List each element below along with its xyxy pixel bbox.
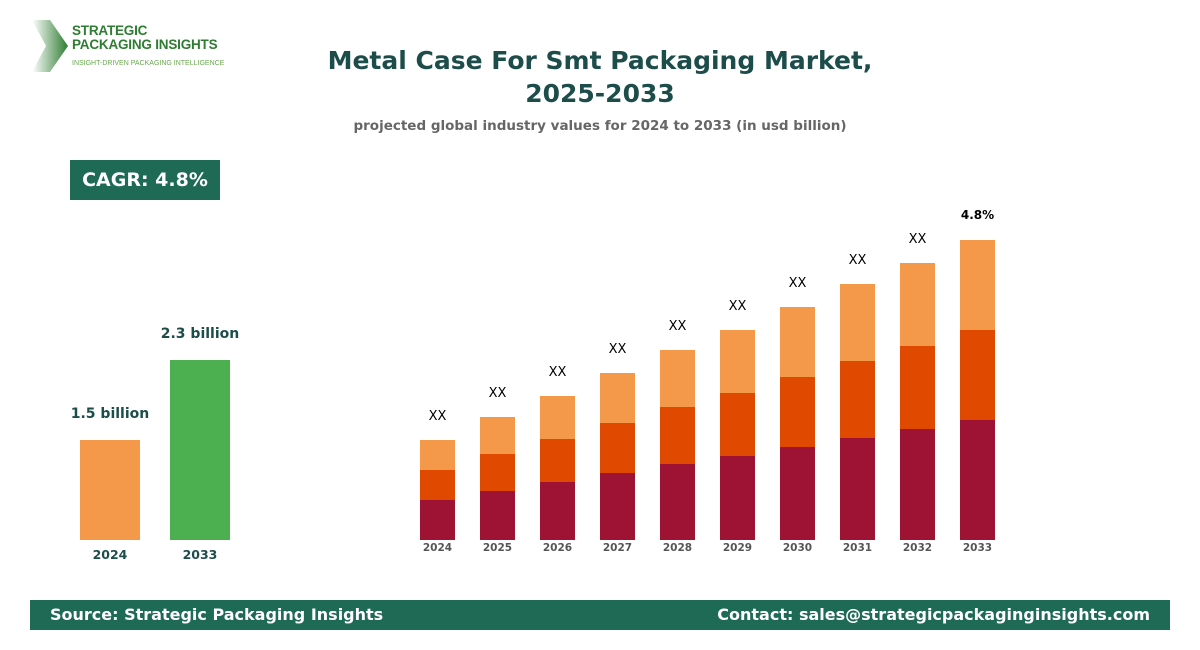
- bar-segment-2032-0: [900, 429, 935, 540]
- bar-segment-2032-2: [900, 263, 935, 346]
- bar-segment-2031-0: [840, 438, 875, 540]
- bar-segment-2031-2: [840, 284, 875, 361]
- data-label: XX: [729, 299, 747, 314]
- x-tick-label: 2030: [783, 542, 812, 554]
- x-tick-label: 2028: [663, 542, 692, 554]
- bar-segment-2027-1: [600, 423, 635, 473]
- data-label: 4.8%: [961, 208, 994, 222]
- x-tick-label: 2024: [423, 542, 452, 554]
- summary-bar-2024: [80, 440, 140, 540]
- bar-segment-2024-1: [420, 470, 455, 500]
- title-line-1: Metal Case For Smt Packaging Market,: [327, 46, 873, 75]
- summary-year-label: 2024: [92, 547, 128, 562]
- cagr-badge: CAGR: 4.8%: [70, 160, 220, 200]
- bar-segment-2025-1: [480, 454, 515, 491]
- summary-data-label: 1.5 billion: [70, 406, 150, 422]
- x-tick-label: 2027: [603, 542, 632, 554]
- data-label: XX: [789, 276, 807, 291]
- bar-segment-2031-1: [840, 361, 875, 438]
- source-text: Source: Strategic Packaging Insights: [50, 605, 384, 624]
- x-tick-label: 2032: [903, 542, 932, 554]
- bar-segment-2029-1: [720, 393, 755, 456]
- data-label: XX: [669, 319, 687, 334]
- bar-segment-2032-1: [900, 346, 935, 429]
- x-tick-label: 2029: [723, 542, 752, 554]
- stacked-bar-chart: XX 2024 XX 2025 XX 2026 XX 2027 XX 2028 XX 2029 XX 20…: [420, 208, 995, 554]
- contact-text: Contact: sales@strategicpackaginginsight…: [717, 605, 1150, 624]
- bar-segment-2026-2: [540, 396, 575, 439]
- data-label: XX: [429, 409, 447, 424]
- bar-segment-2030-2: [780, 307, 815, 377]
- subtitle: projected global industry values for 202…: [353, 118, 847, 134]
- bar-segment-2027-0: [600, 473, 635, 540]
- bar-segment-2028-1: [660, 407, 695, 464]
- footer-bar: Source: Strategic Packaging Insights Con…: [30, 600, 1170, 630]
- page-title: Metal Case For Smt Packaging Market, 202…: [300, 44, 900, 110]
- data-label: XX: [609, 342, 627, 357]
- x-tick-label: 2026: [543, 542, 572, 554]
- bar-segment-2029-2: [720, 330, 755, 393]
- logo-tagline: INSIGHT-DRIVEN PACKAGING INTELLIGENCE: [72, 60, 225, 67]
- logo-text: PACKAGING INSIGHTS: [72, 37, 218, 52]
- summary-year-label: 2033: [182, 547, 218, 562]
- bar-segment-2033-2: [960, 240, 995, 330]
- bar-segment-2033-1: [960, 330, 995, 420]
- bar-segment-2028-2: [660, 350, 695, 407]
- data-label: XX: [909, 232, 927, 247]
- bar-segment-2024-0: [420, 500, 455, 540]
- title-line-2: 2025-2033: [525, 79, 675, 108]
- logo-text: STRATEGIC: [72, 23, 148, 38]
- bar-segment-2033-0: [960, 420, 995, 540]
- logo-chevron-icon: [32, 20, 68, 72]
- bar-segment-2025-0: [480, 491, 515, 540]
- data-label: XX: [849, 253, 867, 268]
- bar-segment-2027-2: [600, 373, 635, 423]
- x-tick-label: 2031: [843, 542, 872, 554]
- bar-segment-2030-0: [780, 447, 815, 540]
- bar-segment-2025-2: [480, 417, 515, 454]
- bar-segment-2029-0: [720, 456, 755, 540]
- data-label: XX: [489, 386, 507, 401]
- bar-segment-2030-1: [780, 377, 815, 447]
- bar-segment-2028-0: [660, 464, 695, 540]
- bar-segment-2026-0: [540, 482, 575, 540]
- summary-data-label: 2.3 billion: [160, 326, 240, 342]
- bar-segment-2024-2: [420, 440, 455, 470]
- bar-segment-2026-1: [540, 439, 575, 482]
- summary-bar-2033: [170, 360, 230, 540]
- data-label: XX: [549, 365, 567, 380]
- x-tick-label: 2033: [963, 542, 992, 554]
- x-tick-label: 2025: [483, 542, 512, 554]
